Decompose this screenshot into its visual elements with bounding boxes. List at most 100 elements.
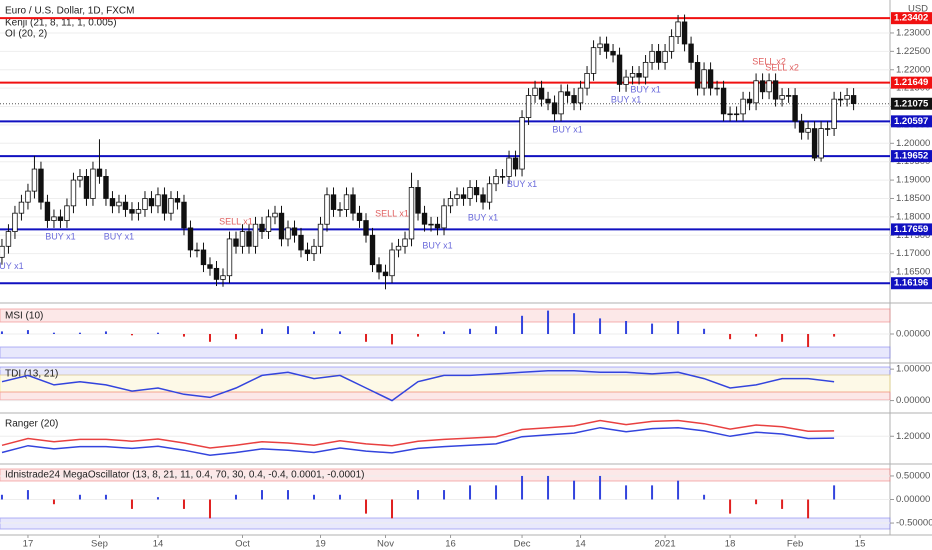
indicator-label: OI (20, 2) (5, 29, 47, 40)
histogram-bar (807, 499, 810, 519)
level-label-box (891, 12, 932, 25)
candle-body (239, 231, 246, 247)
histogram-bar (417, 334, 420, 337)
candle-body (187, 227, 194, 251)
y-tick-label: 1.20000 (896, 431, 930, 442)
candle-body (324, 194, 330, 225)
histogram-bar (573, 313, 576, 334)
histogram-bar (339, 494, 342, 500)
candle-body (0, 245, 5, 258)
y-tick-label: 1.18500 (896, 193, 930, 204)
candle-body (109, 198, 116, 207)
candle-body (12, 212, 18, 232)
candle-body (233, 238, 239, 247)
y-tick-label: 0.50000 (896, 470, 930, 481)
histogram-bar (443, 490, 446, 500)
histogram-bar (365, 334, 368, 342)
candle-body (603, 43, 610, 52)
candle-body (402, 238, 408, 247)
candle-body (337, 209, 343, 211)
candle-body (545, 98, 551, 104)
histogram-bar (130, 334, 133, 336)
histogram-bar (313, 494, 316, 500)
band (0, 374, 891, 393)
band (0, 346, 891, 359)
candle-body (83, 176, 90, 199)
x-tick-label: Nov (377, 539, 394, 550)
x-tick-label: 14 (575, 539, 586, 550)
candle-body (51, 216, 57, 221)
histogram-bar (625, 321, 628, 334)
annotation: BUY x1 (630, 84, 660, 94)
histogram-bar (26, 330, 29, 334)
candle-body (122, 201, 129, 210)
annotation: BUY x1 (45, 231, 75, 241)
candle-body (246, 231, 252, 247)
band (0, 308, 891, 323)
x-tick-label: 2021 (654, 539, 675, 550)
candle-body (142, 198, 148, 210)
currency: USD (908, 4, 928, 15)
histogram-bar (52, 499, 55, 505)
histogram-bar (677, 321, 680, 334)
candle-body (577, 87, 584, 104)
level-label-box (891, 115, 932, 128)
candle-body (25, 190, 31, 203)
candle-body (811, 128, 818, 159)
histogram-bar (703, 328, 706, 334)
histogram-bar (182, 334, 185, 337)
histogram-bar (729, 499, 732, 514)
y-tick-label: 1.22000 (896, 64, 930, 75)
histogram-bar (443, 331, 446, 334)
histogram-bar (469, 485, 472, 500)
candle-body (798, 120, 805, 133)
candle-body (844, 95, 850, 100)
histogram-bar (286, 490, 289, 500)
y-tick-label: 1.20000 (896, 138, 930, 149)
candle-body (207, 264, 213, 269)
y-tick-label: 1.00000 (896, 364, 930, 375)
histogram-bar (0, 494, 3, 500)
pane-title: Idnistrade24 MegaOscillator (13, 8, 21, … (5, 470, 364, 481)
level-label-box (891, 277, 932, 290)
candle-body (77, 176, 83, 181)
candle-body (610, 50, 616, 56)
candle-body (330, 194, 337, 210)
candle-body (792, 95, 798, 122)
candle-body (753, 80, 759, 104)
candle-body (200, 249, 207, 266)
histogram-bar (78, 494, 81, 500)
histogram-bar (781, 499, 784, 509)
candle-body (681, 21, 688, 45)
indicator-line (1, 419, 835, 449)
x-tick-label: Feb (787, 539, 803, 550)
annotation: BUY x1 (0, 261, 24, 271)
annotation: BUY x1 (611, 94, 641, 104)
candle-body (688, 43, 694, 63)
candle-body (5, 231, 12, 247)
candle-body (590, 47, 597, 74)
candle-body (616, 54, 623, 85)
candle-body (447, 198, 454, 207)
candle-body (746, 98, 753, 104)
x-tick-label: Sep (91, 539, 108, 550)
candle-body (265, 216, 272, 232)
y-tick-label: 0.00000 (896, 395, 930, 406)
level-label: 1.21649 (894, 77, 928, 88)
pane-title: MSI (10) (5, 311, 43, 322)
candle-body (675, 21, 681, 38)
x-tick-label: 16 (445, 539, 456, 550)
candle-body (662, 50, 668, 63)
x-tick-label: Dec (514, 539, 531, 550)
candle-body (805, 128, 811, 133)
level-label-box (891, 223, 932, 236)
candle-body (220, 275, 226, 280)
annotation: SELL x1 (375, 208, 409, 218)
candle-body (759, 80, 766, 93)
histogram-bar (833, 334, 836, 337)
y-tick-label: 1.18000 (896, 211, 930, 222)
histogram-bar (495, 485, 498, 500)
candle-body (694, 61, 701, 89)
band (0, 391, 891, 401)
level-label: 1.20597 (894, 116, 928, 127)
